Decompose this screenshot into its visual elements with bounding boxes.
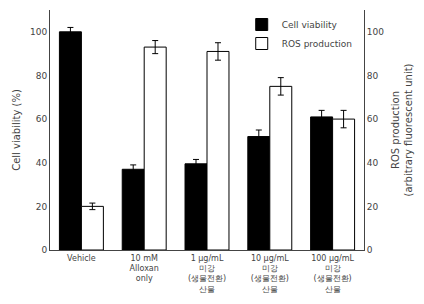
svg-text:80: 80 xyxy=(36,71,48,81)
svg-text:Cell viability (%): Cell viability (%) xyxy=(11,89,22,171)
svg-text:ROS production: ROS production xyxy=(282,39,352,49)
svg-text:60: 60 xyxy=(367,114,379,124)
svg-text:10 mMAlloxanonly: 10 mMAlloxanonly xyxy=(130,254,159,284)
svg-text:ROS production(arbitrary fluor: ROS production(arbitrary fluorescent uni… xyxy=(390,63,414,196)
svg-text:100 μg/mL미강(생물전환)산물: 100 μg/mL미강(생물전환)산물 xyxy=(311,254,354,294)
svg-text:100: 100 xyxy=(30,27,47,37)
svg-text:20: 20 xyxy=(367,202,379,212)
svg-text:1 μg/mL미강(생물전환)산물: 1 μg/mL미강(생물전환)산물 xyxy=(188,254,226,294)
svg-text:80: 80 xyxy=(367,71,379,81)
svg-text:20: 20 xyxy=(36,202,48,212)
svg-text:0: 0 xyxy=(367,245,373,255)
svg-text:0: 0 xyxy=(41,245,47,255)
svg-text:Vehicle: Vehicle xyxy=(67,254,96,263)
svg-text:40: 40 xyxy=(367,158,379,168)
svg-text:10 μg/mL미강(생물전환)산물: 10 μg/mL미강(생물전환)산물 xyxy=(251,254,290,294)
svg-text:Cell viability: Cell viability xyxy=(282,20,338,30)
svg-text:60: 60 xyxy=(36,114,48,124)
svg-text:100: 100 xyxy=(367,27,384,37)
svg-text:40: 40 xyxy=(36,158,48,168)
